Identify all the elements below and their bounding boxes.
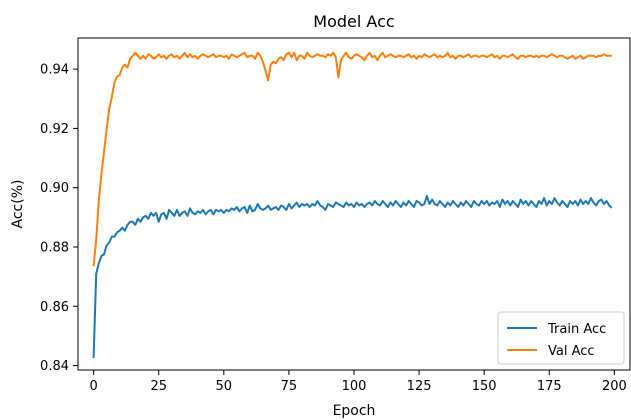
legend-label-train-acc: Train Acc — [547, 322, 606, 337]
y-tick-label: 0.94 — [40, 63, 69, 78]
series-layer — [92, 51, 613, 359]
legend-label-val-acc: Val Acc — [548, 344, 595, 359]
x-axis: 0 25 50 75 100 125 150 175 200 — [89, 370, 627, 394]
x-tick-label: 50 — [216, 379, 233, 394]
x-tick-label: 0 — [89, 379, 97, 394]
x-tick-label: 25 — [150, 379, 167, 394]
y-tick-label: 0.90 — [40, 181, 69, 196]
y-tick-label: 0.86 — [40, 300, 69, 315]
y-tick-label: 0.92 — [40, 122, 69, 137]
x-axis-title: Epoch — [333, 403, 376, 419]
x-tick-label: 200 — [602, 379, 627, 394]
series-line-val-acc — [92, 51, 612, 267]
x-tick-label: 175 — [537, 379, 562, 394]
x-tick-label: 75 — [281, 379, 298, 394]
x-tick-label: 100 — [342, 379, 367, 394]
series-line-train-acc — [92, 195, 613, 359]
y-tick-label: 0.84 — [40, 359, 69, 374]
y-axis: 0.84 0.86 0.88 0.90 0.92 0.94 — [40, 63, 78, 374]
x-tick-label: 150 — [472, 379, 497, 394]
chart-title: Model Acc — [313, 12, 394, 31]
legend: Train Acc Val Acc — [497, 311, 625, 365]
x-tick-label: 125 — [407, 379, 432, 394]
y-axis-title: Acc(%) — [10, 180, 26, 229]
y-tick-label: 0.88 — [40, 240, 69, 255]
